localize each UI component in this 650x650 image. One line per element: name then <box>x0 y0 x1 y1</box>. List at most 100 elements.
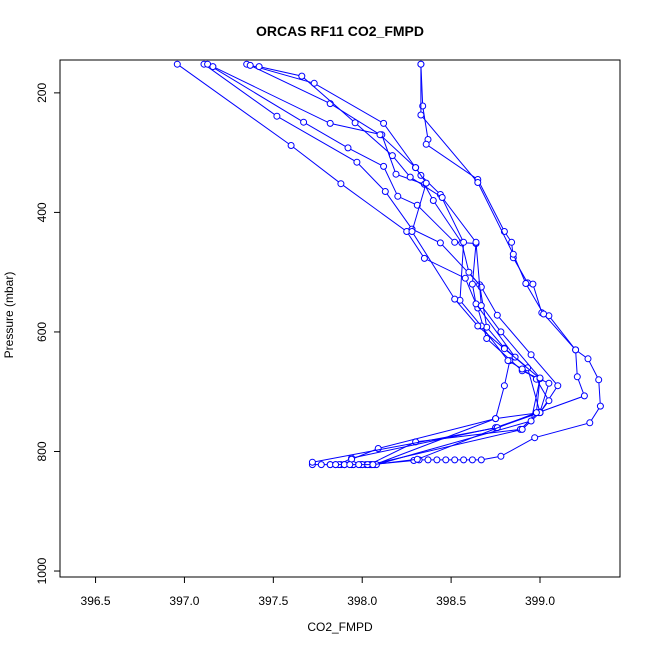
data-point <box>460 238 468 246</box>
data-point <box>529 280 537 288</box>
data-point <box>465 268 473 276</box>
x-tick-label: 398.5 <box>436 594 466 608</box>
data-point <box>540 310 548 318</box>
data-point <box>500 382 508 390</box>
data-point <box>388 152 396 160</box>
data-point <box>518 365 526 373</box>
data-point <box>412 164 420 172</box>
data-point <box>527 417 535 425</box>
y-tick-label: 800 <box>35 441 49 461</box>
data-point <box>433 456 441 464</box>
data-point <box>300 118 308 126</box>
data-point <box>326 119 334 127</box>
data-point <box>344 144 352 152</box>
data-point <box>500 345 508 353</box>
data-point <box>287 142 295 149</box>
data-point <box>451 295 459 303</box>
data-point <box>317 461 325 469</box>
data-point <box>573 373 581 381</box>
data-point <box>572 346 580 354</box>
chart-title: ORCAS RF11 CO2_FMPD <box>256 23 424 39</box>
data-point <box>580 392 588 400</box>
data-point <box>173 60 181 68</box>
data-point <box>209 63 217 71</box>
series-8 <box>246 61 544 469</box>
data-point <box>413 455 421 463</box>
data-point <box>376 131 384 139</box>
data-point <box>595 376 603 384</box>
data-point <box>255 63 263 71</box>
y-tick-label: 200 <box>35 83 49 103</box>
series-line <box>203 63 541 466</box>
y-tick-label: 400 <box>35 202 49 222</box>
data-point <box>337 180 345 188</box>
data-point <box>355 461 363 469</box>
data-point <box>417 111 425 119</box>
data-point <box>353 158 361 166</box>
data-point <box>536 374 544 382</box>
data-point <box>351 119 359 127</box>
data-point <box>380 119 388 127</box>
series-line <box>207 63 516 466</box>
data-point <box>380 162 388 170</box>
x-tick-label: 396.5 <box>81 594 111 608</box>
data-point <box>451 456 459 464</box>
data-point <box>308 458 316 466</box>
data-point <box>527 351 535 359</box>
data-point <box>509 250 517 258</box>
data-point <box>497 328 505 336</box>
x-tick-label: 397.0 <box>169 594 199 608</box>
data-point <box>298 72 306 80</box>
data-point <box>472 238 480 246</box>
data-point <box>508 238 516 246</box>
data-point <box>424 456 432 464</box>
data-point <box>429 197 437 204</box>
data-point <box>497 452 505 460</box>
data-point <box>493 311 501 319</box>
x-axis-ticks: 396.5 397.0 397.5 398.0 398.5 399.0 <box>81 577 555 608</box>
data-point <box>468 280 476 288</box>
data-point <box>422 140 430 148</box>
data-point <box>420 254 428 262</box>
data-point <box>394 192 402 200</box>
x-tick-label: 398.0 <box>347 594 377 608</box>
data-point <box>477 456 485 464</box>
data-point <box>392 170 400 178</box>
data-point <box>518 425 526 433</box>
data-point <box>451 238 459 246</box>
data-point <box>554 382 562 390</box>
data-point <box>596 402 604 410</box>
data-point <box>474 322 482 330</box>
data-point <box>406 173 414 181</box>
series-6 <box>209 63 562 466</box>
data-point <box>461 274 469 282</box>
data-point <box>442 456 450 464</box>
x-axis-label: CO2_FMPD <box>307 620 373 634</box>
data-point <box>346 461 354 469</box>
data-point <box>474 179 482 186</box>
data-point <box>532 409 540 417</box>
data-point <box>436 239 444 247</box>
data-point <box>408 228 416 235</box>
y-tick-label: 600 <box>35 322 49 342</box>
data-point <box>504 357 512 365</box>
series-layer <box>173 60 604 469</box>
data-point <box>246 61 254 69</box>
x-tick-label: 399.0 <box>525 594 555 608</box>
data-point <box>460 456 468 464</box>
data-point <box>492 415 500 423</box>
data-point <box>369 461 377 469</box>
data-point <box>522 280 530 287</box>
data-point <box>417 60 425 68</box>
series-9 <box>255 63 544 469</box>
data-point <box>422 179 430 187</box>
data-point <box>584 355 592 363</box>
data-point <box>545 397 553 405</box>
data-point <box>586 419 594 427</box>
data-point <box>468 456 476 464</box>
data-point <box>332 461 340 469</box>
x-tick-label: 397.5 <box>258 594 288 608</box>
data-point <box>545 379 553 387</box>
